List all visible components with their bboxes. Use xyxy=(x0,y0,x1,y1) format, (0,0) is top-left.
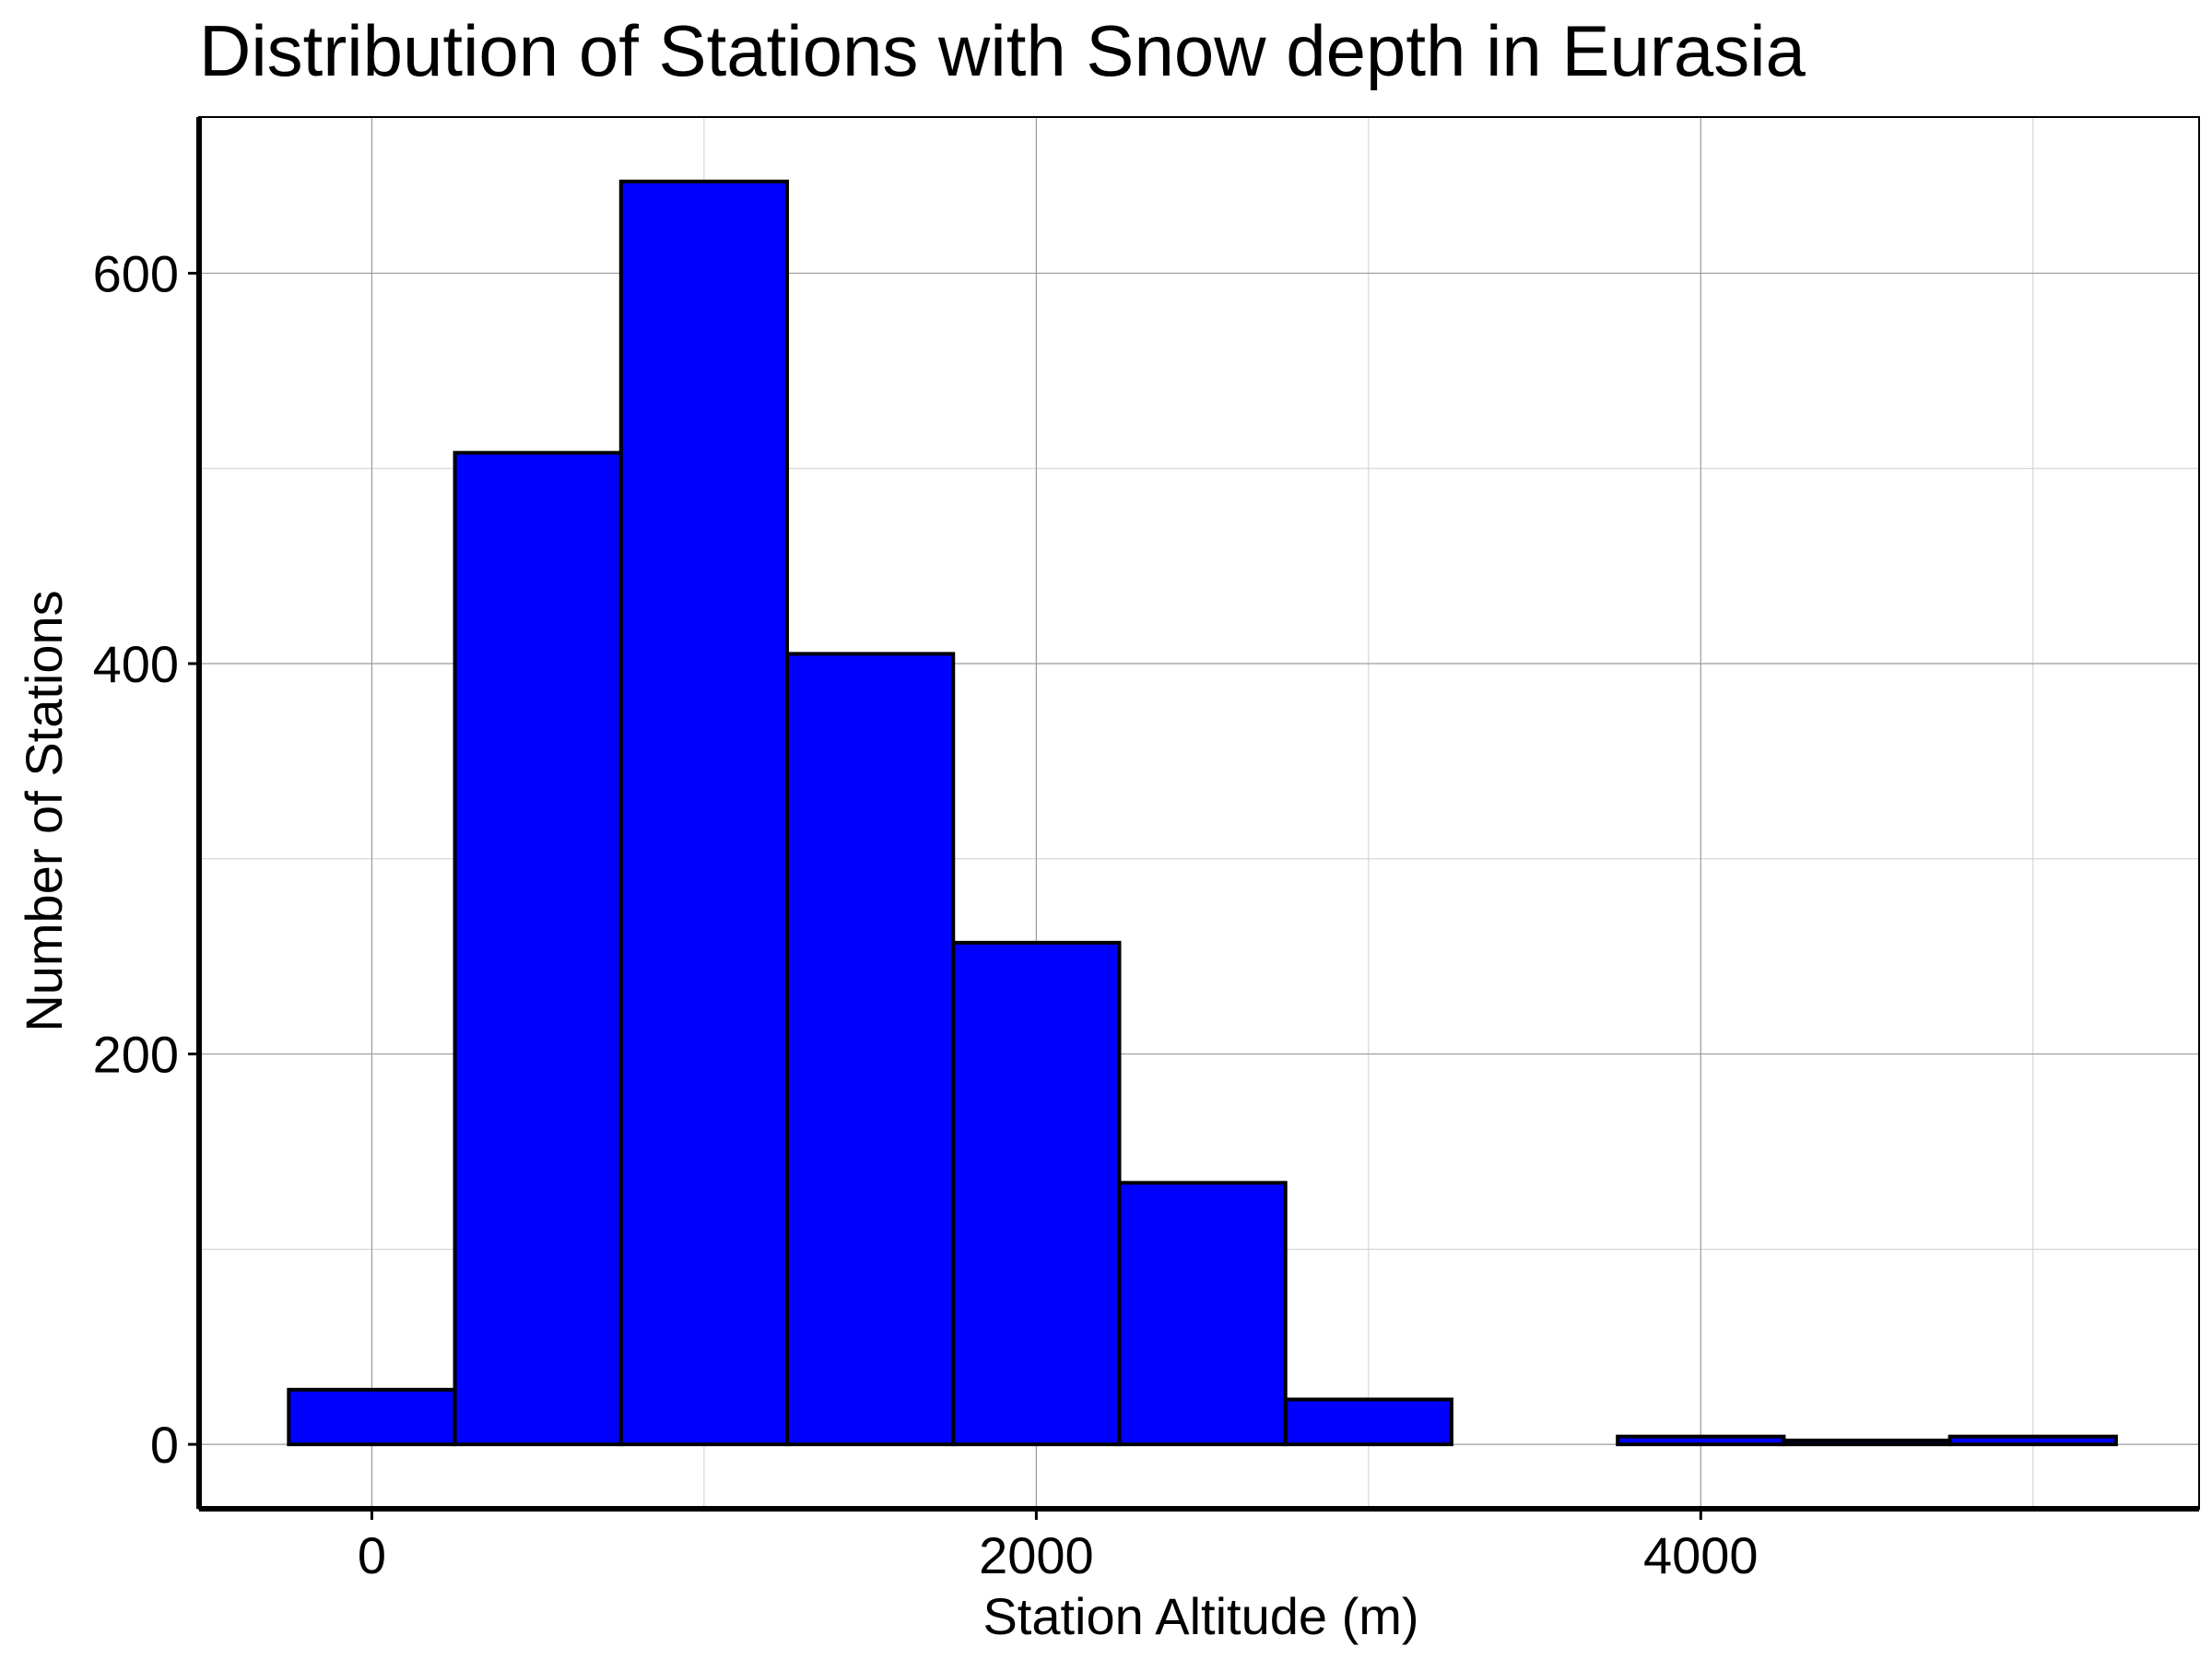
x-tick-label: 2000 xyxy=(979,1526,1094,1584)
histogram-bar xyxy=(618,179,790,1447)
y-axis-label: Number of Stations xyxy=(15,590,73,1031)
histogram-bar xyxy=(1947,1434,2118,1447)
histogram-bar xyxy=(1117,1181,1288,1447)
y-tick-label: 600 xyxy=(93,244,179,302)
histogram-bar xyxy=(1283,1397,1453,1447)
histogram-bars xyxy=(287,179,2118,1447)
y-tick-label: 200 xyxy=(93,1026,179,1084)
x-axis-label: Station Altitude (m) xyxy=(982,1587,1418,1645)
histogram-bar xyxy=(785,652,956,1447)
histogram-bar xyxy=(453,451,623,1447)
y-tick-label: 400 xyxy=(93,635,179,693)
y-tick-label: 0 xyxy=(150,1416,179,1474)
y-axis-ticks: 0 200 400 600 xyxy=(93,244,199,1474)
histogram-bar xyxy=(287,1387,457,1447)
chart-title: Distribution of Stations with Snow depth… xyxy=(199,10,1806,91)
histogram-bar xyxy=(951,940,1122,1447)
x-axis-ticks: 0 2000 4000 xyxy=(358,1509,1759,1584)
x-tick-label: 0 xyxy=(358,1526,386,1584)
histogram-bar xyxy=(1616,1434,1786,1447)
histogram-bar xyxy=(1782,1438,1952,1447)
axes xyxy=(196,117,2199,1512)
x-tick-label: 4000 xyxy=(1643,1526,1759,1584)
